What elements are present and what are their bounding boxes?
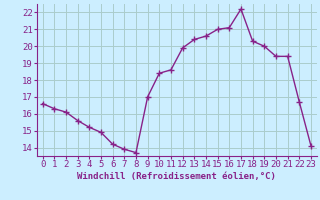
- X-axis label: Windchill (Refroidissement éolien,°C): Windchill (Refroidissement éolien,°C): [77, 172, 276, 181]
